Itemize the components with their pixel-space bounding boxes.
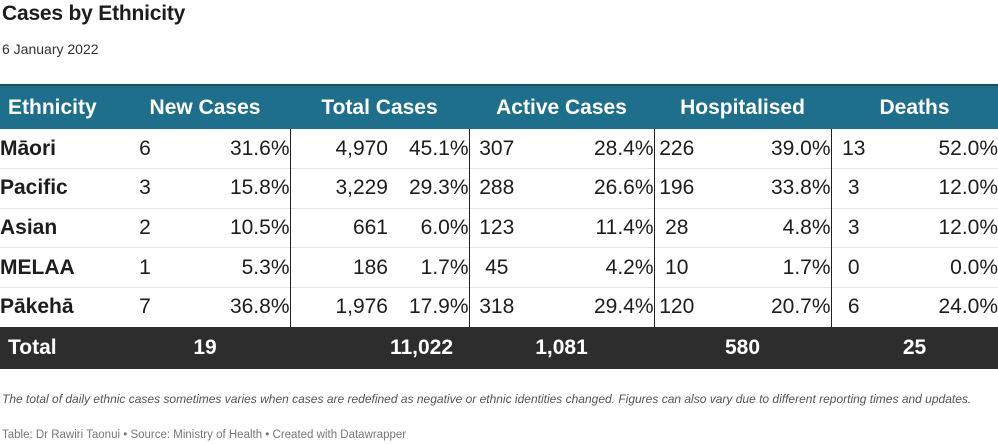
hospitalised-count: 10 <box>653 247 700 288</box>
hospitalised-count: 196 <box>653 168 700 209</box>
new-cases-percent: 36.8% <box>229 295 290 319</box>
deaths-percent: 52.0% <box>938 136 998 160</box>
total-cases-count: 3,229 <box>289 168 388 209</box>
hospitalised-percent: 20.7% <box>770 295 831 319</box>
new-cases-percent: 5.3% <box>241 255 290 279</box>
total-active-cases: 1,081 <box>535 335 588 359</box>
active-cases-count: 123 <box>468 208 525 248</box>
column-header: Ethnicity <box>8 95 97 119</box>
table-body: Māori 6 31.6% 4,970 45.1% 307 28.4% 226 39.0% 13 5… <box>0 129 998 327</box>
new-cases-count: 7 <box>139 295 151 319</box>
ethnicity-label: MELAA <box>0 255 75 279</box>
deaths-percent: 12.0% <box>938 176 998 200</box>
active-cases-percent: 28.4% <box>593 136 654 160</box>
active-cases-count: 45 <box>468 247 525 288</box>
column-header: Deaths <box>879 95 950 119</box>
active-cases-percent: 29.4% <box>593 295 654 319</box>
hospitalised-percent: 33.8% <box>770 176 831 200</box>
total-row: Total 19 11,022 1,081 580 25 <box>0 326 998 369</box>
total-cases-count: 186 <box>289 247 388 288</box>
active-cases-count: 307 <box>468 129 525 169</box>
ethnicity-label: Pacific <box>0 176 68 200</box>
new-cases-count: 1 <box>139 255 151 279</box>
table-row: Pākehā 7 36.8% 1,976 17.9% 318 29.4% 120 20.7% 6 2… <box>0 287 998 327</box>
column-header: Active Cases <box>496 95 627 119</box>
total-cases-percent: 17.9% <box>408 295 469 319</box>
total-cases-count: 661 <box>289 208 388 248</box>
table-row: Pacific 3 15.8% 3,229 29.3% 288 26.6% 196 33.8% 3… <box>0 168 998 209</box>
deaths-count: 3 <box>830 208 877 248</box>
new-cases-percent: 15.8% <box>229 176 290 200</box>
active-cases-percent: 11.4% <box>595 215 654 239</box>
footnote: The total of daily ethnic cases sometime… <box>2 392 972 406</box>
total-cases-percent: 1.7% <box>420 255 469 279</box>
column-header: Total Cases <box>321 95 438 119</box>
total-cases-count: 4,970 <box>289 129 388 169</box>
active-cases-percent: 4.2% <box>605 255 654 279</box>
total-cases-count: 1,976 <box>289 287 388 327</box>
hospitalised-percent: 1.7% <box>782 255 831 279</box>
total-deaths: 25 <box>902 335 927 359</box>
total-cases-percent: 45.1% <box>408 136 469 160</box>
deaths-count: 13 <box>830 129 877 169</box>
chart-subtitle: 6 January 2022 <box>2 41 99 57</box>
header-row: Ethnicity New Cases Total Cases Active C… <box>0 85 998 129</box>
deaths-count: 0 <box>830 247 877 288</box>
chart-title: Cases by Ethnicity <box>2 2 186 25</box>
new-cases-percent: 31.6% <box>229 136 290 160</box>
total-label: Total <box>8 335 57 359</box>
ethnicity-label: Pākehā <box>0 295 74 319</box>
deaths-percent: 12.0% <box>938 215 998 239</box>
new-cases-count: 6 <box>139 136 151 160</box>
hospitalised-percent: 39.0% <box>770 136 831 160</box>
table-row: Māori 6 31.6% 4,970 45.1% 307 28.4% 226 39.0% 13 5… <box>0 129 998 169</box>
table-row: MELAA 1 5.3% 186 1.7% 45 4.2% 10 1.7% 0 0.0% <box>0 247 998 288</box>
new-cases-percent: 10.5% <box>229 215 290 239</box>
total-total-cases: 11,022 <box>389 335 454 359</box>
ethnicity-label: Asian <box>0 215 58 239</box>
new-cases-count: 2 <box>139 215 151 239</box>
hospitalised-count: 120 <box>653 287 700 327</box>
hospitalised-count: 28 <box>653 208 700 248</box>
hospitalised-count: 226 <box>653 129 700 169</box>
column-header: Hospitalised <box>680 95 805 119</box>
active-cases-count: 288 <box>468 168 525 209</box>
ethnicity-label: Māori <box>0 136 57 160</box>
total-cases-percent: 29.3% <box>408 176 469 200</box>
deaths-percent: 0.0% <box>950 255 998 279</box>
new-cases-count: 3 <box>139 176 151 200</box>
active-cases-percent: 26.6% <box>593 176 654 200</box>
total-new-cases: 19 <box>193 335 217 359</box>
deaths-count: 3 <box>830 168 877 209</box>
total-cases-percent: 6.0% <box>420 215 469 239</box>
column-header: New Cases <box>149 95 261 119</box>
table-row: Asian 2 10.5% 661 6.0% 123 11.4% 28 4.8% 3 12.0% <box>0 208 998 248</box>
hospitalised-percent: 4.8% <box>782 215 831 239</box>
total-hospitalised: 580 <box>724 335 761 359</box>
source-line: Table: Dr Rawiri Taonui • Source: Minist… <box>2 429 407 441</box>
ethnicity-table: Ethnicity New Cases Total Cases Active C… <box>0 84 998 369</box>
active-cases-count: 318 <box>468 287 525 327</box>
deaths-percent: 24.0% <box>938 295 998 319</box>
deaths-count: 6 <box>830 287 877 327</box>
